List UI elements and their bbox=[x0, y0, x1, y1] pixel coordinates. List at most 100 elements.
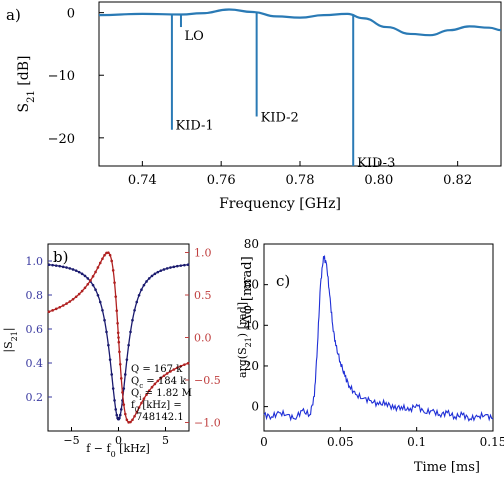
c-ytick-label: 0 bbox=[251, 400, 259, 414]
b-phase-point bbox=[156, 379, 160, 383]
b-mag-point bbox=[137, 293, 141, 297]
c-xtick-label: 0.1 bbox=[407, 435, 426, 449]
b-phase-point bbox=[133, 414, 136, 418]
b-mag-point bbox=[80, 272, 84, 276]
panel-b-left-axis-label: |S21| bbox=[2, 327, 19, 352]
b-mag-point bbox=[51, 263, 54, 267]
a-annotation-0: LO bbox=[185, 29, 204, 44]
b-phase-point bbox=[65, 302, 68, 305]
b-mag-point bbox=[159, 269, 163, 272]
b-phase-point bbox=[47, 310, 51, 314]
b-mag-point bbox=[147, 277, 151, 280]
b-mag-point bbox=[105, 330, 108, 334]
b-mag-point bbox=[110, 373, 114, 376]
panel-a-dips bbox=[170, 12, 355, 166]
b-mag-point bbox=[65, 266, 68, 269]
b-mag-point bbox=[68, 267, 72, 270]
b-mag-point bbox=[77, 270, 81, 274]
b-mag-point bbox=[179, 264, 183, 267]
b-mag-point bbox=[101, 309, 104, 312]
b-mag-point bbox=[153, 272, 157, 276]
b-mag-point bbox=[125, 358, 129, 361]
b-phase-point bbox=[175, 366, 179, 370]
b-phase-point bbox=[129, 420, 132, 424]
b-phase-point bbox=[94, 270, 97, 274]
panel-b-label: b) bbox=[53, 248, 68, 266]
panel-b-chart: −5 0 50.20.40.60.81.01.00.50.0−0.5−1.0 b) … bbox=[2, 243, 253, 459]
b-phase-point bbox=[113, 281, 116, 284]
c-ytick-label: 20 bbox=[244, 359, 259, 373]
b-mag-point bbox=[140, 288, 143, 292]
b-mag-point bbox=[183, 263, 186, 267]
b-phase-point bbox=[118, 362, 122, 366]
b-phase-point bbox=[165, 372, 169, 375]
b-phase-point bbox=[108, 253, 112, 257]
a-annotation-1: KID-1 bbox=[175, 119, 213, 134]
b-mag-point bbox=[162, 268, 166, 271]
a-annotation-3: KID-3 bbox=[357, 156, 395, 171]
c-xtick-label: 0.15 bbox=[480, 435, 504, 449]
b-mag-point bbox=[119, 408, 123, 411]
b-ytick-right-label: 0.5 bbox=[194, 289, 212, 302]
b-phase-point bbox=[137, 406, 141, 409]
a-xtick-label: 0.76 bbox=[207, 173, 236, 188]
b-phase-point bbox=[98, 261, 102, 265]
b-phase-point bbox=[89, 279, 92, 282]
b-phase-point bbox=[118, 350, 121, 354]
a-xtick-label: 0.82 bbox=[443, 173, 472, 188]
b-phase-point bbox=[147, 389, 151, 393]
a-ytick-label: 0 bbox=[67, 7, 75, 22]
b-phase-point bbox=[71, 297, 75, 301]
b-mag-point bbox=[115, 413, 119, 417]
b-mag-point bbox=[133, 309, 136, 312]
b-phase-point bbox=[116, 321, 119, 325]
b-ytick-left-label: 0.4 bbox=[26, 357, 44, 370]
panel-a-chart: a) 0.74 0.76 0.78 0.80 0.82 0 −10 −20 LO KID-1 KI… bbox=[6, 1, 502, 212]
b-phase-point bbox=[96, 266, 100, 269]
b-phase-point bbox=[77, 292, 81, 296]
b-phase-point bbox=[110, 259, 114, 263]
param-qc: Qc = 184 k bbox=[131, 376, 187, 390]
b-phase-point bbox=[91, 275, 95, 278]
b-mag-point bbox=[108, 358, 112, 361]
b-phase-point bbox=[125, 418, 129, 422]
param-f0-value: 748142.1 bbox=[136, 412, 184, 423]
b-phase-point bbox=[186, 361, 190, 365]
panel-c-y-axis-label: Δφ [mrad] bbox=[240, 256, 255, 323]
b-phase-point bbox=[159, 376, 163, 380]
b-ytick-right-label: −0.5 bbox=[194, 374, 221, 387]
b-phase-point bbox=[116, 331, 120, 335]
a-ytick-label: −20 bbox=[48, 132, 75, 147]
b-mag-point bbox=[74, 269, 78, 272]
b-mag-point bbox=[123, 373, 127, 376]
b-mag-point bbox=[175, 264, 179, 268]
panel-a-y-axis-label: S21 [dB] bbox=[16, 56, 37, 113]
param-q: Q = 167 k bbox=[131, 364, 183, 375]
b-ytick-left-label: 0.6 bbox=[26, 323, 44, 336]
b-phase-point bbox=[153, 382, 157, 386]
b-xtick-label: −5 bbox=[63, 434, 79, 447]
b-phase-point bbox=[142, 397, 146, 400]
panel-c-label: c) bbox=[276, 272, 290, 290]
panel-c-ticks: 0 0.05 0.1 0.15 0 20 40 60 80 bbox=[244, 237, 504, 449]
b-phase-point bbox=[107, 251, 110, 254]
b-phase-point bbox=[172, 368, 176, 371]
b-phase-point bbox=[51, 309, 54, 312]
b-mag-point bbox=[122, 387, 126, 390]
b-mag-point bbox=[145, 280, 148, 283]
panel-b-right-axis-label: arg(S21) [rad] bbox=[236, 302, 253, 378]
panel-c-chart: 0 0.05 0.1 0.15 0 20 40 60 80 c) Δφ [mrad] Time … bbox=[240, 237, 504, 475]
c-ytick-label: 40 bbox=[244, 318, 259, 332]
b-phase-point bbox=[162, 374, 166, 378]
panel-b-x-axis-label: f − f0 [kHz] bbox=[86, 442, 150, 459]
b-mag-point bbox=[186, 263, 190, 267]
panel-a-ticks: 0.74 0.76 0.78 0.80 0.82 0 −10 −20 bbox=[48, 7, 473, 188]
b-ytick-left-label: 0.8 bbox=[26, 289, 44, 302]
b-mag-point bbox=[165, 267, 169, 270]
b-phase-point bbox=[131, 418, 134, 422]
b-mag-point bbox=[86, 277, 90, 280]
b-ytick-right-label: 0.0 bbox=[194, 332, 212, 345]
b-mag-point bbox=[156, 270, 160, 274]
b-mag-point bbox=[91, 283, 95, 287]
b-phase-point bbox=[119, 377, 123, 380]
